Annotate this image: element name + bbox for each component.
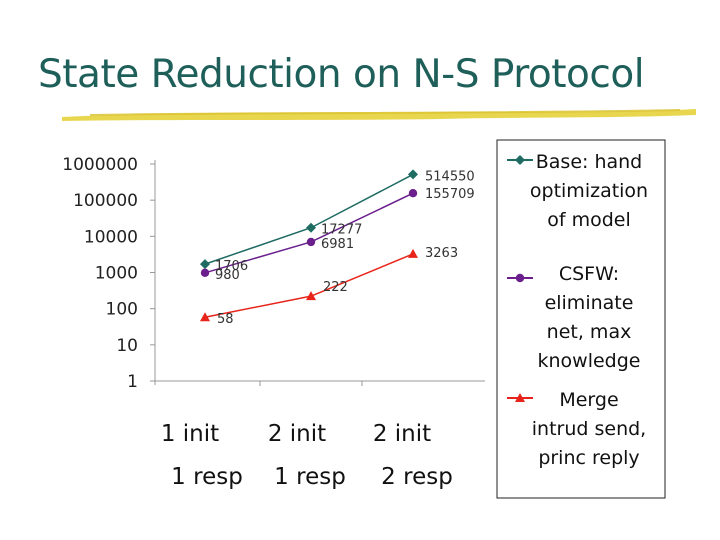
data-point (200, 259, 210, 270)
y-tick-label: 1000 (95, 264, 138, 284)
x-axis-categories: 1 init 1 resp 2 init 1 resp 2 init 2 resp (161, 421, 453, 490)
data-label: 1706 (215, 259, 248, 274)
data-label: 3263 (425, 246, 458, 261)
legend-entry: Base: hand optimization of model (507, 151, 648, 231)
data-point (408, 169, 418, 180)
series-diamond (200, 169, 418, 270)
y-tick-label: 100000 (73, 191, 138, 211)
data-point (306, 222, 316, 233)
data-label: 17277 (321, 223, 362, 238)
legend-label: CSFW: (559, 263, 619, 285)
data-label: 222 (323, 280, 348, 295)
legend-label: knowledge (538, 350, 641, 372)
data-label: 58 (217, 312, 234, 327)
legend-label: eliminate (545, 292, 634, 314)
legend-label: net, max (547, 321, 632, 343)
data-label: 980 (215, 268, 240, 283)
x-category-label: 2 resp (381, 464, 453, 490)
data-point (200, 268, 210, 278)
series-layer (200, 169, 418, 322)
legend: Base: hand optimization of model CSFW: elimi… (496, 139, 666, 499)
x-category-label: 2 init (268, 421, 326, 447)
x-category-label: 1 resp (274, 464, 346, 490)
series-triangle (200, 248, 418, 322)
legend-key-marker (515, 393, 525, 402)
x-category-label: 1 resp (171, 464, 243, 490)
x-category-label: 1 init (161, 421, 219, 447)
data-point (306, 237, 316, 247)
x-category-label: 2 init (373, 421, 431, 447)
legend-label: intrud send, (532, 418, 646, 440)
y-tick-label: 10000 (84, 227, 138, 247)
y-tick-label: 100 (106, 300, 138, 320)
data-point (306, 291, 316, 301)
y-tick-label: 1000000 (62, 155, 138, 175)
legend-key-marker (515, 273, 525, 283)
data-label: 155709 (425, 187, 475, 202)
legend-label: Merge (559, 389, 618, 411)
data-labels-layer: 1706 17277 514550 980 6981 155709 58 222 3263 (215, 169, 475, 327)
legend-entry: CSFW: eliminate net, max knowledge (507, 263, 641, 372)
legend-label: Base: hand (536, 151, 643, 173)
legend-label: optimization (530, 180, 648, 202)
y-tick-label: 10 (116, 336, 138, 356)
data-label: 6981 (321, 237, 354, 252)
legend-label: of model (547, 209, 631, 231)
slide-title: State Reduction on N-S Protocol (38, 52, 645, 97)
legend-label: princ reply (538, 447, 639, 469)
title-underline (62, 109, 696, 121)
y-axis-ticks: 1 10 100 1000 10000 100000 1000000 (62, 155, 155, 392)
data-point (200, 312, 210, 322)
data-point (408, 189, 418, 198)
legend-box (496, 139, 666, 499)
legend-entry: Merge intrud send, princ reply (507, 389, 646, 469)
data-point (408, 248, 418, 258)
legend-key-marker (515, 155, 525, 165)
y-tick-label: 1 (127, 372, 138, 392)
data-label: 514550 (425, 169, 475, 184)
series-circle (200, 189, 418, 278)
series-line (204, 173, 414, 265)
